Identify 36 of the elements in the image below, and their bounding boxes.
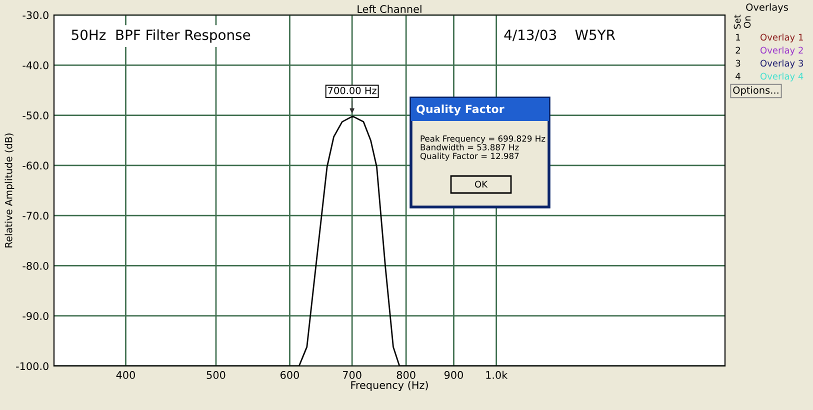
y-tick-label: -100.0 xyxy=(16,362,48,370)
annotation: Peak Frequency = 699.829 Hz Bandwidth = 53.887 Hz Quality Factor = 12.987 xyxy=(420,135,546,161)
text: 4 xyxy=(736,72,740,80)
x-tick-label: 400 xyxy=(116,371,135,379)
y-tick-label: -40.0 xyxy=(22,61,48,70)
text: 1 xyxy=(736,34,740,40)
annotation: Quality Factor xyxy=(416,104,504,116)
x-tick-label: 700 xyxy=(342,371,362,379)
y-tick-label: -30.0 xyxy=(22,11,48,20)
text: Overlay 1 xyxy=(760,34,803,42)
text: Overlay 2 xyxy=(760,46,803,56)
x-tick-label: 800 xyxy=(396,371,416,379)
y-tick-label: -50.0 xyxy=(22,112,48,120)
x-tick-label: 900 xyxy=(444,371,463,379)
annotation: 700.00 Hz xyxy=(328,86,376,94)
text: 2 xyxy=(736,46,740,54)
y-tick-label: -60.0 xyxy=(22,162,48,170)
y-tick-label: -80.0 xyxy=(22,262,48,270)
text: Options... xyxy=(733,86,778,96)
x-tick-label: 1.0k xyxy=(486,370,508,379)
text: On xyxy=(744,16,751,28)
annotation: 4/13/03 W5YR xyxy=(504,30,616,42)
x-axis-title: Frequency (Hz) xyxy=(351,380,428,392)
y-axis-title: Relative Amplitude (dB) xyxy=(4,134,14,248)
text: Set xyxy=(734,14,741,29)
chart-title: Left Channel xyxy=(358,4,422,13)
x-tick-label: 600 xyxy=(280,371,299,379)
x-tick-label: 500 xyxy=(206,371,226,379)
y-tick-label: -90.0 xyxy=(22,312,48,320)
text: 50Hz BPF Filter Response xyxy=(72,29,250,43)
text: Overlays xyxy=(746,3,788,13)
text: Overlay 4 xyxy=(760,72,804,82)
text: Overlay 3 xyxy=(760,60,803,68)
text: 3 xyxy=(736,60,740,67)
annotation: OK xyxy=(474,180,488,188)
y-tick-label: -70.0 xyxy=(22,212,48,220)
